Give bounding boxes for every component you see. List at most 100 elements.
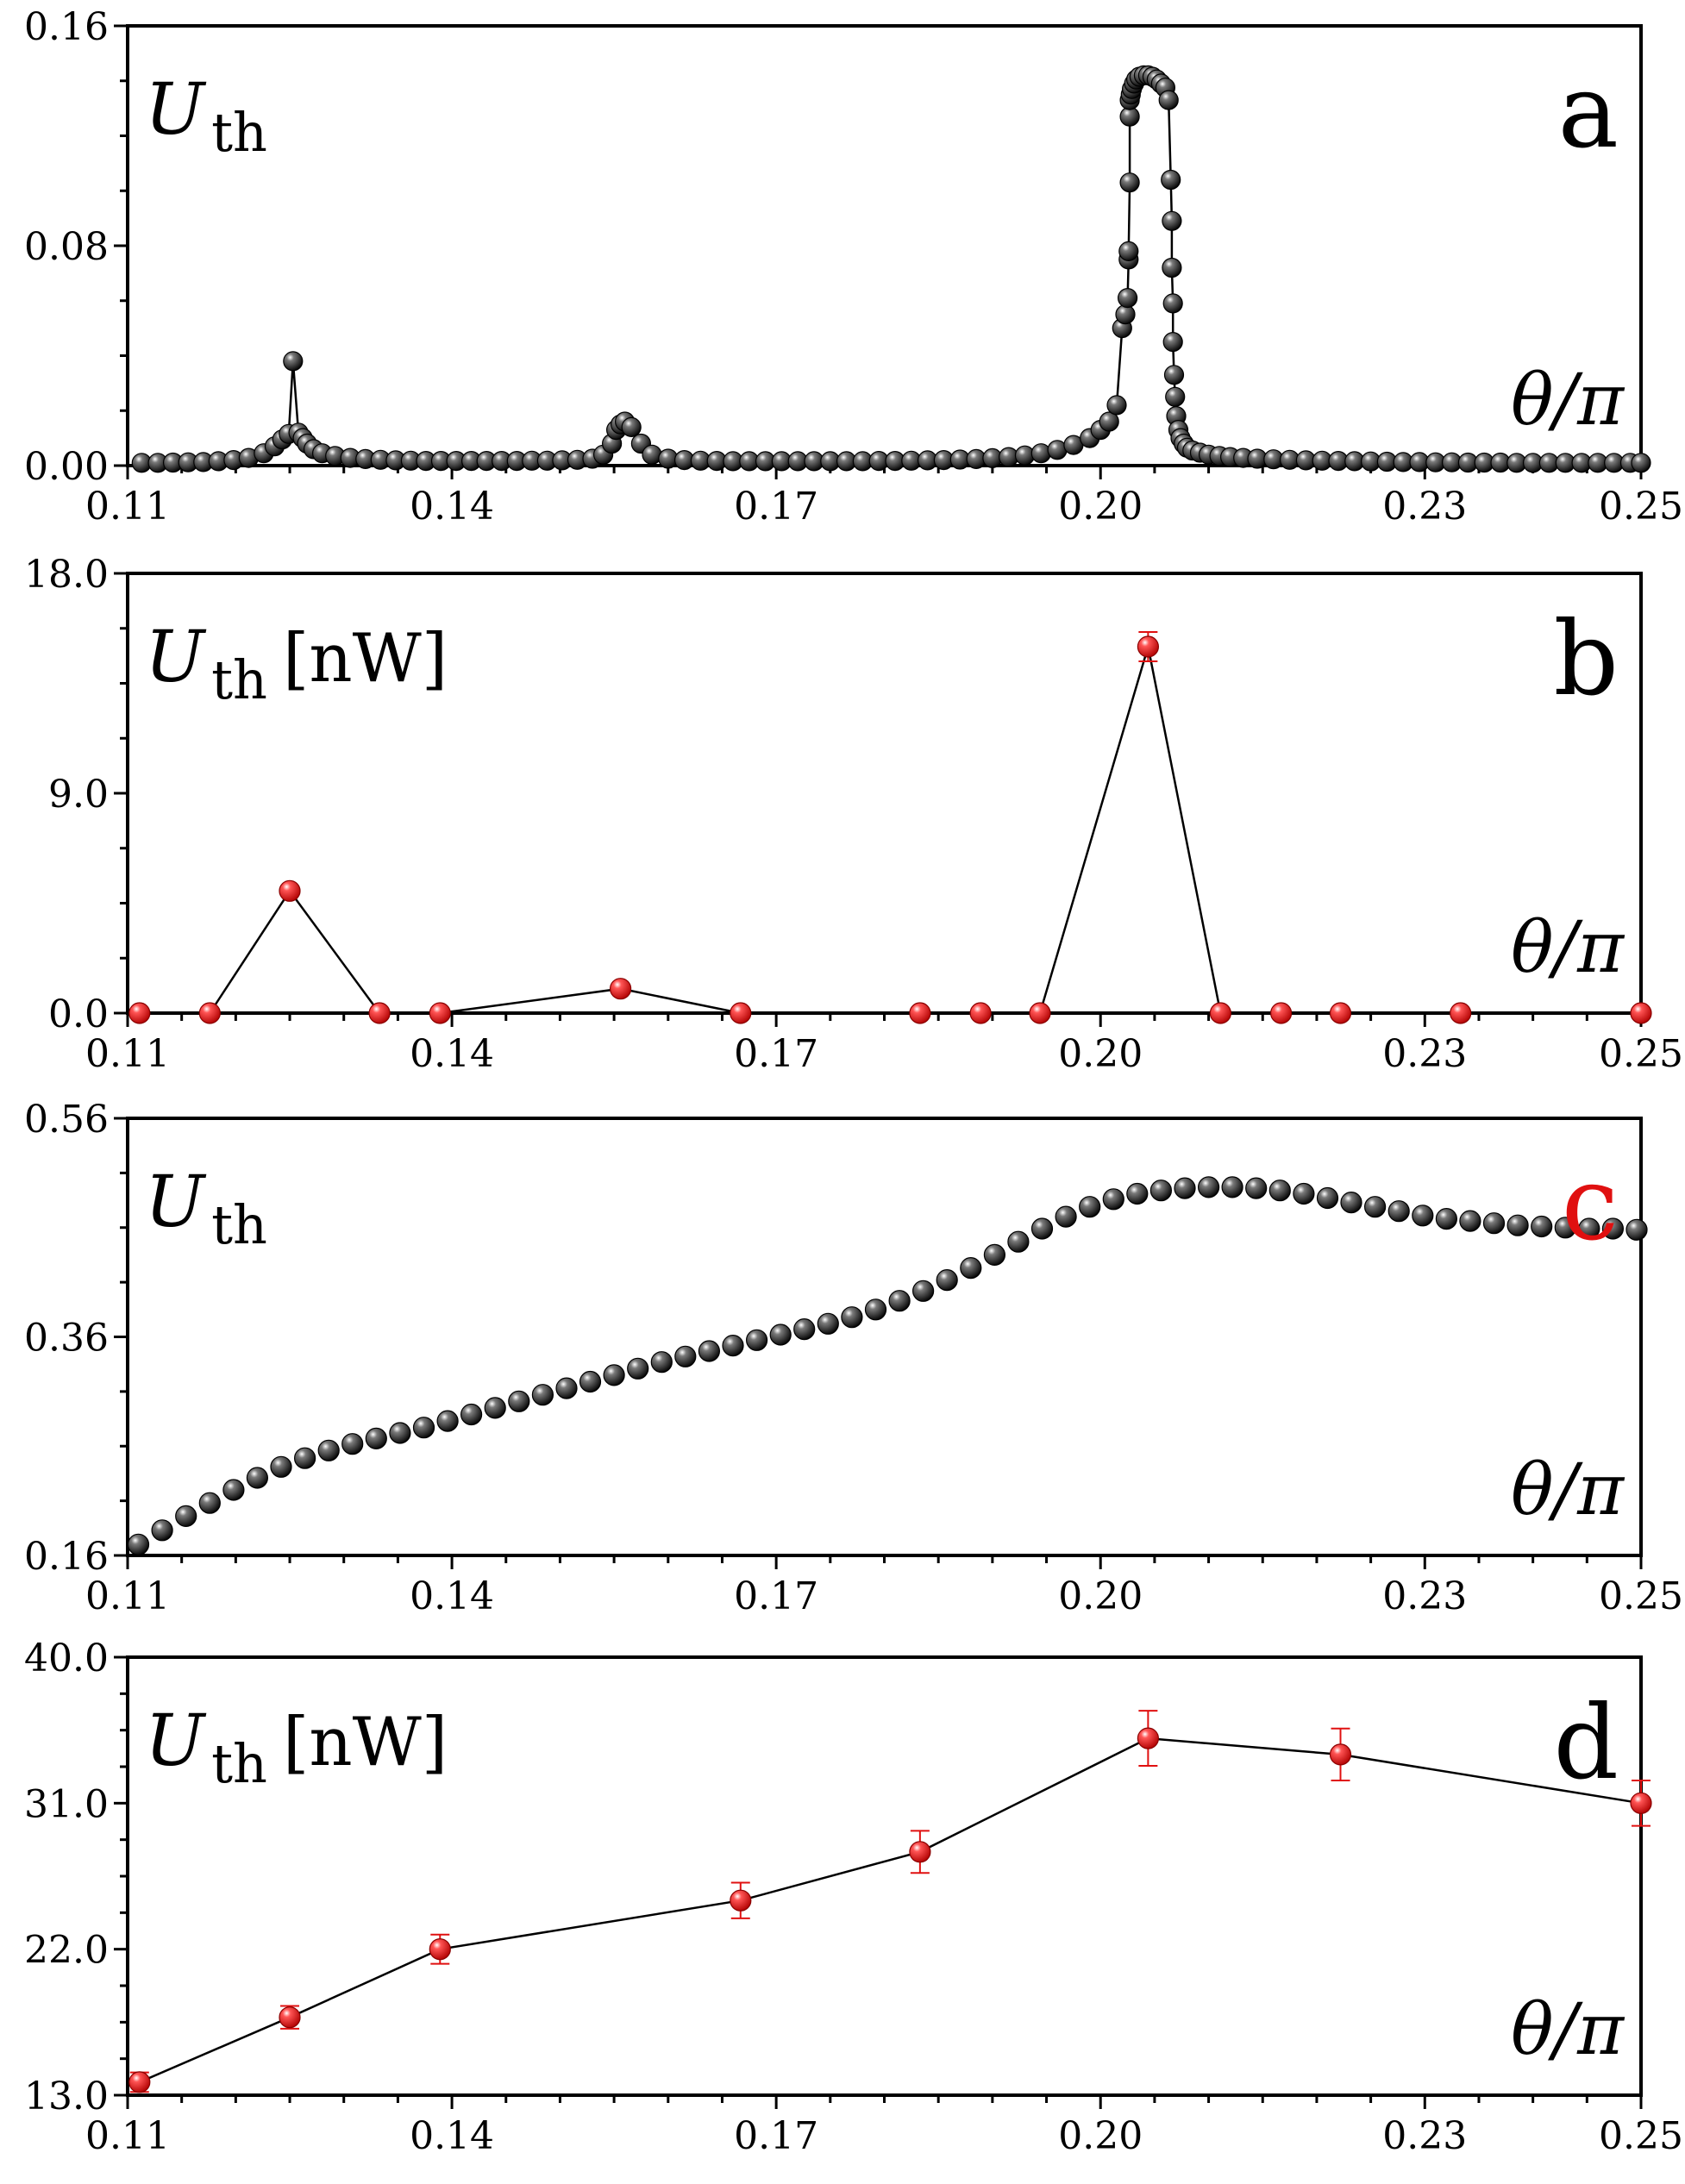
data-point	[1630, 1792, 1652, 1814]
data-point	[841, 1306, 863, 1329]
data-point	[484, 1397, 506, 1419]
x-tick-label: 0.14	[410, 1574, 494, 1618]
data-point	[1221, 1176, 1243, 1198]
data-point	[1601, 1217, 1625, 1240]
data-point	[627, 1357, 649, 1380]
data-point	[1149, 1180, 1173, 1202]
data-point	[1174, 1177, 1196, 1199]
panel-letter: b	[1553, 599, 1619, 718]
data-point	[368, 1002, 391, 1024]
data-point	[603, 1364, 625, 1386]
panel-letter: a	[1558, 52, 1619, 171]
data-point	[1506, 1214, 1529, 1236]
data-point	[270, 1455, 292, 1478]
data-point	[1554, 1217, 1576, 1239]
panel-b: 0.11 0.14 0.17 0.20 0.23 0.25 0.0 9.0 18.0 U th [nW…	[24, 553, 1683, 1076]
y-label-subscript: th	[211, 648, 267, 711]
data-point	[745, 1329, 768, 1351]
data-point	[1435, 1207, 1458, 1230]
plot-frame	[126, 24, 1643, 467]
panel-d: 0.11 0.14 0.17 0.20 0.23 0.25 13.0 22.0 31.0 40.0…	[24, 1636, 1683, 2158]
series-line	[139, 646, 1641, 1015]
y-tick-label: 31.0	[24, 1782, 109, 1826]
y-label-subscript: th	[211, 101, 267, 164]
data-point	[555, 1377, 578, 1399]
data-point	[1029, 1002, 1051, 1024]
data-point	[909, 1841, 931, 1863]
data-point	[246, 1467, 268, 1489]
data-point	[127, 1533, 150, 1555]
data-point	[579, 1370, 602, 1393]
data-point	[1055, 1205, 1077, 1228]
x-tick-label: 0.20	[1058, 1574, 1143, 1618]
x-tick-label: 0.11	[85, 485, 170, 529]
y-label-symbol: U	[145, 1161, 207, 1243]
data-point	[1102, 1188, 1124, 1211]
data-point	[936, 1268, 958, 1292]
x-tick-label: 0.14	[410, 2114, 494, 2158]
x-tick-label: 0.20	[1058, 1032, 1143, 1076]
x-tick-label: 0.23	[1382, 1574, 1467, 1618]
data-point	[1030, 1217, 1054, 1240]
data-point	[531, 1384, 554, 1406]
data-point	[317, 1439, 340, 1461]
x-axis-label: θ/π	[1511, 1449, 1625, 1531]
data-point	[1630, 1002, 1652, 1024]
x-tick-label: 0.11	[85, 1574, 170, 1618]
data-point	[1482, 1212, 1506, 1235]
data-point	[1099, 411, 1119, 432]
data-point	[151, 1519, 173, 1542]
x-tick-label: 0.20	[1058, 2114, 1143, 2158]
x-axis-label: θ/π	[1511, 907, 1625, 989]
data-point	[621, 416, 642, 437]
data-point	[365, 1427, 387, 1450]
y-tick-label: 0.56	[24, 1098, 109, 1142]
data-point	[1197, 1176, 1220, 1198]
data-point	[1340, 1191, 1362, 1214]
data-point	[1079, 1196, 1101, 1218]
y-tick-label: 0.08	[24, 225, 109, 269]
data-point	[1269, 1002, 1293, 1024]
y-tick-label: 0.0	[48, 992, 109, 1036]
data-point	[609, 978, 632, 1000]
data-point	[730, 1889, 752, 1912]
data-point	[128, 2071, 151, 2093]
x-tick-label: 0.23	[1382, 485, 1467, 529]
data-point	[960, 1256, 982, 1280]
data-point	[1412, 1205, 1434, 1227]
x-axis-label: θ/π	[1511, 1989, 1625, 2071]
data-point	[909, 1002, 931, 1024]
y-label-symbol: U	[145, 69, 207, 151]
data-point	[283, 351, 304, 372]
data-point	[128, 1002, 151, 1024]
data-point	[722, 1334, 744, 1357]
x-tick-label: 0.25	[1599, 485, 1683, 529]
series-line	[139, 1737, 1642, 2084]
data-point	[279, 2006, 301, 2029]
data-point	[1137, 635, 1160, 658]
data-point	[817, 1312, 839, 1335]
y-tick-label: 0.00	[24, 445, 109, 489]
data-point	[279, 879, 301, 902]
y-label-symbol: U	[145, 1700, 207, 1782]
data-point	[730, 1002, 752, 1024]
y-label-unit: [nW]	[283, 620, 448, 698]
data-point	[1329, 1743, 1352, 1766]
y-label-symbol: U	[145, 616, 207, 698]
data-point	[1165, 386, 1186, 407]
data-point	[294, 1447, 316, 1469]
x-tick-label: 0.20	[1058, 485, 1143, 529]
data-point	[1387, 1200, 1410, 1223]
x-tick-label: 0.23	[1382, 2114, 1467, 2158]
y-label-subscript: th	[211, 1732, 267, 1795]
data-point	[1119, 172, 1140, 193]
data-point	[969, 1002, 992, 1024]
panel-c: 0.11 0.14 0.17 0.20 0.23 0.25 0.16 0.36 0.56 U th θ…	[24, 1098, 1683, 1618]
x-tick-label: 0.17	[734, 1032, 818, 1076]
y-label-subscript: th	[211, 1193, 267, 1256]
